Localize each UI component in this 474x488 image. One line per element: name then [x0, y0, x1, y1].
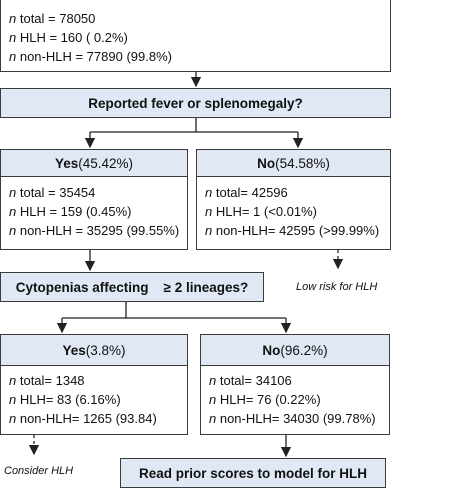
prior-scores-box: Read prior scores to model for HLH: [120, 458, 386, 488]
low-risk-note: Low risk for HLH: [296, 281, 378, 293]
yes1-total-line: n total = 35454: [9, 185, 96, 200]
no1-total-line: n total= 42596: [205, 185, 288, 200]
yes1-hlh-line: n HLH = 159 (0.45%): [9, 204, 132, 219]
question-cytopenias: Cytopenias affecting ≥ 2 lineages?: [0, 272, 264, 302]
no2-hlh-line: n HLH= 76 (0.22%): [209, 392, 321, 407]
no-fever-stats-box: n total= 42596 n HLH= 1 (<0.01%) n non-H…: [196, 176, 391, 250]
top-non-hlh-line: n non-HLH = 77890 (99.8%): [9, 49, 172, 64]
no-fever-header: No (54.58%): [196, 149, 391, 177]
top-total-line: n total = 78050: [9, 11, 96, 26]
total-population-box: n total = 78050 n HLH = 160 ( 0.2%) n no…: [0, 0, 391, 72]
yes2-non-hlh-line: n non-HLH= 1265 (93.84): [9, 411, 157, 426]
no-cytopenia-stats-box: n total= 34106 n HLH= 76 (0.22%) n non-H…: [200, 365, 390, 435]
no1-hlh-line: n HLH= 1 (<0.01%): [205, 204, 318, 219]
no2-total-line: n total= 34106: [209, 373, 292, 388]
yes-fever-header: Yes (45.42%): [0, 149, 188, 177]
yes-fever-stats-box: n total = 35454 n HLH = 159 (0.45%) n no…: [0, 176, 188, 250]
consider-hlh-note: Consider HLH: [4, 465, 74, 477]
yes-cytopenia-stats-box: n total= 1348 n HLH= 83 (6.16%) n non-HL…: [0, 365, 188, 435]
question-fever-splenomegaly: Reported fever or splenomegaly?: [0, 88, 391, 118]
no-cytopenia-header: No (96.2%): [200, 334, 390, 366]
yes2-total-line: n total= 1348: [9, 373, 85, 388]
yes1-non-hlh-line: n non-HLH = 35295 (99.55%): [9, 223, 180, 238]
yes-cytopenia-header: Yes (3.8%): [0, 334, 188, 366]
connector-arrows: [28, 72, 344, 458]
yes2-hlh-line: n HLH= 83 (6.16%): [9, 392, 121, 407]
no1-non-hlh-line: n non-HLH= 42595 (>99.99%): [205, 223, 380, 238]
top-hlh-line: n HLH = 160 ( 0.2%): [9, 30, 128, 45]
no2-non-hlh-line: n non-HLH= 34030 (99.78%): [209, 411, 376, 426]
